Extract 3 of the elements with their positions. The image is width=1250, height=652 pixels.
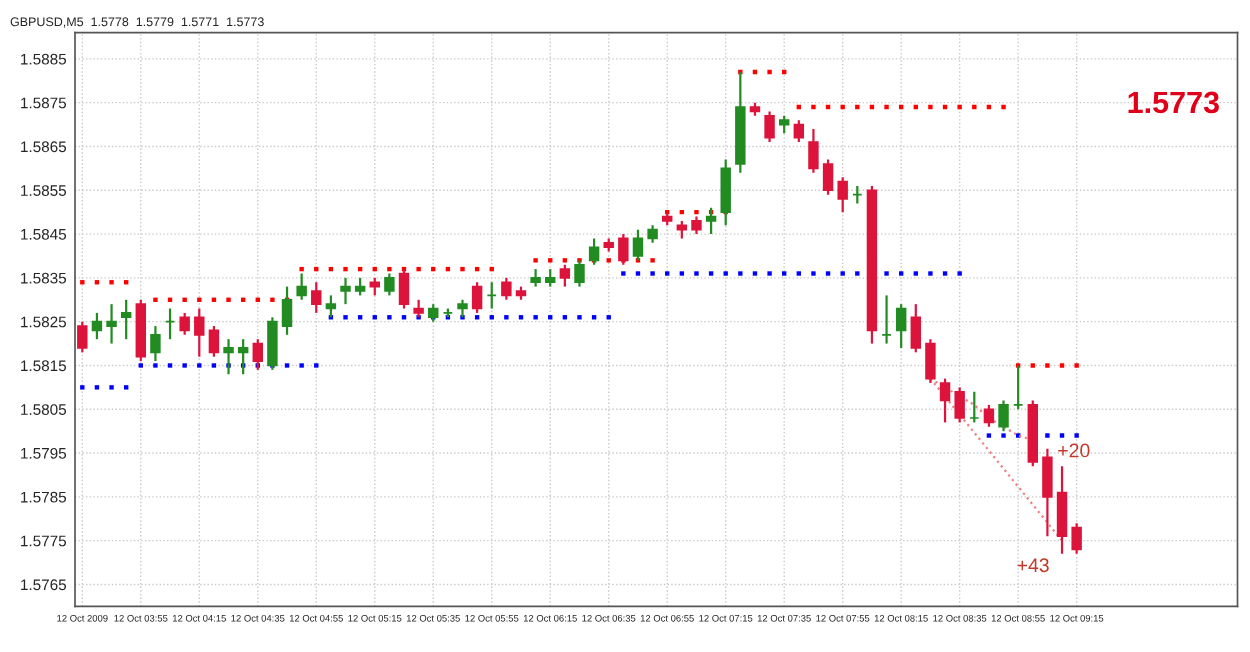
annotation: +43 — [1017, 558, 1049, 573]
annotation: +20 — [1058, 443, 1090, 458]
text: 1.5773 — [1128, 91, 1219, 114]
